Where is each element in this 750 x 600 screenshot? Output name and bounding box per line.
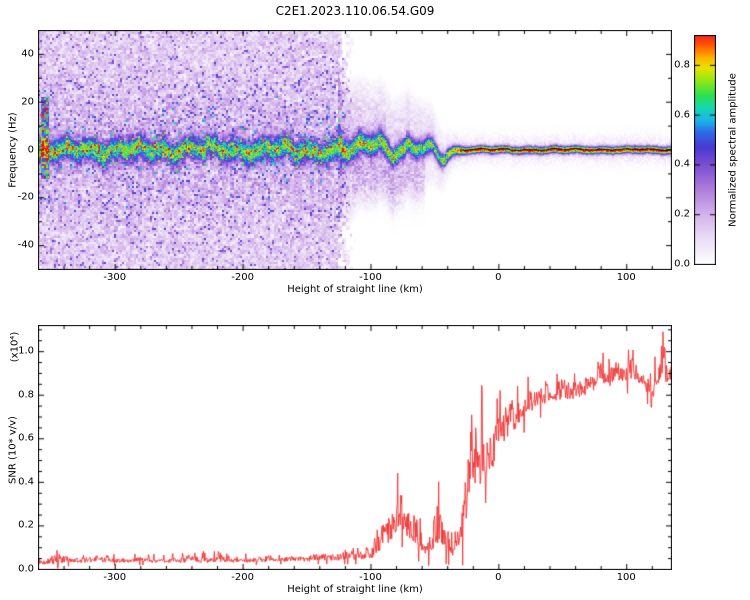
spectrogram-x-tick-label: -300	[103, 272, 127, 283]
snr-x-tick-label: -200	[231, 572, 254, 583]
snr-x-tick-label: -100	[359, 572, 382, 583]
snr-y-tick-label: 0.4	[18, 476, 34, 488]
snr-plot	[38, 325, 672, 570]
snr-x-tick-label: -300	[103, 572, 127, 583]
spectrogram-plot	[38, 30, 672, 270]
snr-x-tick-label: 100	[616, 572, 636, 583]
snr-y-tick-label: 0.2	[18, 519, 34, 531]
colorbar-label: Normalized spectral amplitude	[727, 73, 739, 227]
spectrogram-ylabel: Frequency (Hz)	[7, 112, 19, 188]
snr-y-tick-label: 0.6	[18, 432, 34, 444]
spectrogram-y-tick-label: -40	[17, 239, 34, 251]
colorbar-tick-label: 0.6	[674, 109, 690, 121]
figure-title: C2E1.2023.110.06.54.G09	[275, 4, 435, 18]
colorbar	[694, 35, 716, 265]
spectrogram-y-tick-label: 20	[21, 96, 34, 108]
colorbar-tick-label: 0.4	[674, 158, 690, 170]
spectrogram-y-tick-label: -20	[17, 191, 34, 203]
spectrogram-x-tick-label: 0	[495, 272, 502, 283]
spectrogram-x-tick-label: -200	[231, 272, 254, 283]
colorbar-tick-label: 0.0	[674, 258, 690, 270]
snr-y-tick-label: 1.0	[18, 345, 34, 357]
colorbar-tick-label: 0.2	[674, 208, 690, 220]
spectrogram-x-tick-label: -100	[359, 272, 382, 283]
spectrogram-y-tick-label: 40	[21, 48, 34, 60]
snr-y-tick-label: 0.0	[18, 563, 34, 575]
snr-xlabel: Height of straight line (km)	[287, 584, 423, 595]
snr-x-tick-label: 0	[495, 572, 502, 583]
spectrogram-xlabel: Height of straight line (km)	[287, 284, 423, 295]
colorbar-tick-label: 0.8	[674, 59, 690, 71]
snr-ylabel: SNR (10* v/v)	[7, 416, 19, 484]
snr-y-tick-label: 0.8	[18, 389, 34, 401]
spectrogram-y-tick-label: 0	[27, 144, 34, 155]
spectrogram-x-tick-label: 100	[616, 272, 636, 283]
